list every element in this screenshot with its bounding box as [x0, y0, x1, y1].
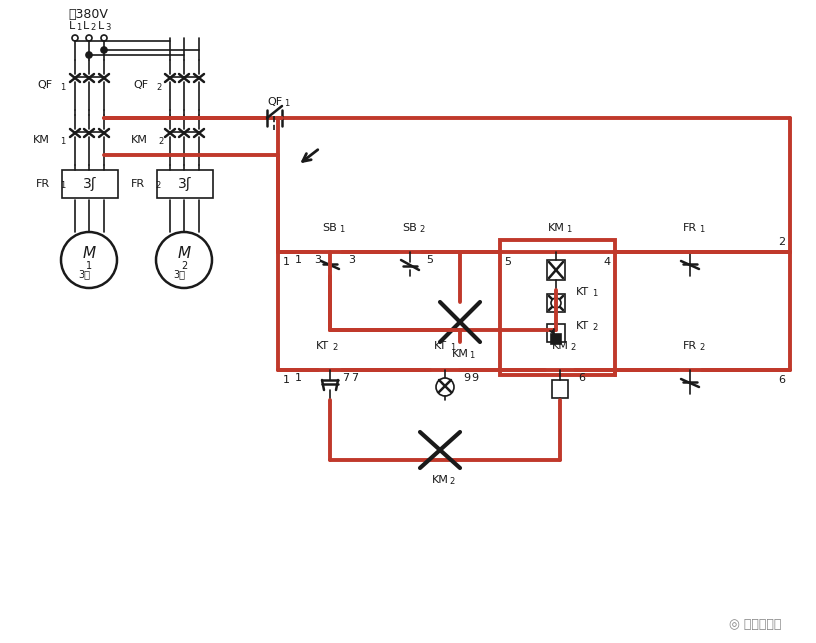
Bar [547, 260, 565, 280]
Text: 1: 1 [60, 138, 65, 147]
Text: 2: 2 [778, 237, 786, 247]
Text: 6: 6 [579, 373, 586, 383]
Bar [157, 170, 213, 198]
Text: KM: KM [552, 341, 569, 351]
Text: 3: 3 [314, 255, 322, 265]
Text: 5: 5 [427, 255, 433, 265]
Bar [551, 334, 561, 344]
Text: 1: 1 [469, 352, 475, 361]
Text: 1: 1 [295, 373, 301, 383]
Text: 6: 6 [778, 375, 786, 385]
Text: 1: 1 [60, 82, 65, 91]
Text: M: M [82, 246, 95, 262]
Text: M: M [177, 246, 191, 262]
Text: FR: FR [683, 341, 697, 351]
Text: QF: QF [37, 80, 52, 90]
Text: 3～: 3～ [173, 269, 185, 279]
Text: 1: 1 [295, 255, 301, 265]
Text: L: L [83, 21, 89, 31]
Text: 3ʃ: 3ʃ [178, 177, 192, 191]
Circle shape [436, 378, 454, 396]
Bar [547, 324, 565, 342]
Circle shape [61, 232, 117, 288]
Text: 3ʃ: 3ʃ [83, 177, 97, 191]
Text: 2: 2 [158, 138, 163, 147]
Text: 1: 1 [282, 375, 290, 385]
Text: 2: 2 [181, 261, 187, 271]
Text: KT: KT [575, 287, 588, 297]
Text: 1: 1 [699, 226, 704, 235]
Text: 3: 3 [105, 24, 111, 33]
Bar [552, 380, 568, 398]
Text: 2: 2 [570, 343, 575, 352]
Text: 2: 2 [155, 181, 160, 190]
Bar [547, 294, 565, 312]
Text: 1: 1 [450, 343, 455, 352]
Text: KM: KM [131, 135, 148, 145]
Text: KM: KM [33, 135, 50, 145]
Circle shape [101, 47, 107, 53]
Text: 1: 1 [86, 261, 92, 271]
Text: 5: 5 [504, 257, 512, 267]
Text: 1: 1 [566, 226, 571, 235]
Text: ～380V: ～380V [68, 8, 108, 21]
Text: 1: 1 [592, 289, 597, 298]
Text: 7: 7 [343, 373, 349, 383]
Circle shape [551, 298, 561, 308]
Text: KM: KM [432, 475, 449, 485]
Text: KM: KM [548, 223, 565, 233]
Text: 1: 1 [60, 181, 65, 190]
Text: 9: 9 [463, 373, 471, 383]
Text: L: L [69, 21, 75, 31]
Circle shape [156, 232, 212, 288]
Text: 1: 1 [77, 24, 82, 33]
Text: 2: 2 [156, 82, 162, 91]
Text: 1: 1 [284, 100, 289, 109]
Text: QF: QF [133, 80, 148, 90]
Text: KT: KT [316, 341, 329, 351]
Text: KT: KT [433, 341, 446, 351]
Text: FR: FR [683, 223, 697, 233]
Text: 2: 2 [419, 226, 424, 235]
Text: 4: 4 [604, 257, 610, 267]
Text: 3: 3 [348, 255, 356, 265]
Text: 2: 2 [699, 343, 704, 352]
Text: 2: 2 [592, 323, 597, 332]
Circle shape [86, 52, 92, 58]
Text: KT: KT [575, 321, 588, 331]
Text: 9: 9 [472, 373, 478, 383]
Text: KM: KM [451, 349, 468, 359]
Text: FR: FR [131, 179, 145, 189]
Bar [62, 170, 118, 198]
Text: 2: 2 [91, 24, 95, 33]
Text: SB: SB [322, 223, 337, 233]
Text: 7: 7 [352, 373, 358, 383]
Text: 2: 2 [450, 478, 455, 487]
Text: 1: 1 [339, 226, 344, 235]
Text: QF: QF [268, 97, 282, 107]
Text: 3～: 3～ [78, 269, 90, 279]
Text: L: L [98, 21, 104, 31]
Text: 1: 1 [282, 257, 290, 267]
Text: FR: FR [36, 179, 50, 189]
Text: 2: 2 [332, 343, 337, 352]
Text: ◎ 小电工点点: ◎ 小电工点点 [729, 619, 781, 631]
Bar [500, 240, 615, 375]
Text: SB: SB [402, 223, 417, 233]
